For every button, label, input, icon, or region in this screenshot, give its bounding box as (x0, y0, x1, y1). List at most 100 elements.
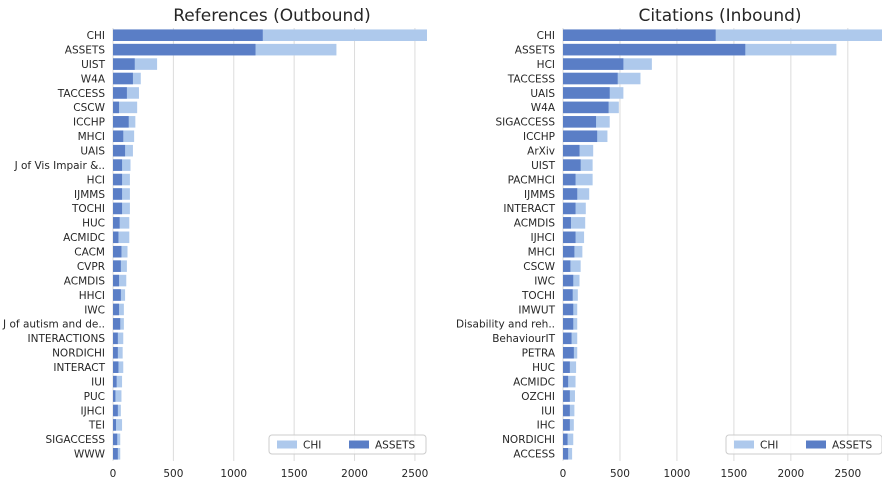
category-label: HUC (532, 362, 555, 374)
bar-assets (563, 72, 618, 85)
category-label: ACMDIS (64, 275, 106, 287)
bar-chi (113, 101, 138, 114)
category-label: CSCW (73, 102, 105, 114)
bar-chi (113, 29, 427, 41)
bar-assets (113, 303, 120, 316)
category-label: Disability and reh.. (456, 319, 555, 331)
category-label: NORDICHI (52, 348, 105, 360)
category-label: HHCI (79, 290, 105, 302)
category-label: WWW (74, 449, 106, 461)
bar-assets (563, 144, 580, 157)
bar-chi (113, 231, 130, 244)
bar-assets (563, 245, 575, 258)
category-label: MHCI (78, 131, 105, 143)
category-label: ACMDIS (514, 218, 556, 230)
bar-assets (563, 318, 574, 330)
bar-assets (563, 390, 570, 402)
bar-assets (563, 433, 568, 446)
category-label: UAIS (530, 88, 555, 100)
bar-chi (113, 274, 127, 287)
bar-assets (113, 101, 120, 114)
category-label: CHI (537, 30, 555, 42)
category-label: IHC (537, 420, 555, 432)
bar-assets (113, 144, 126, 157)
category-label: CACM (74, 247, 105, 259)
category-label: ICCHP (73, 117, 105, 129)
bar-assets (563, 58, 624, 70)
bar-assets (113, 448, 118, 460)
category-label: SIGACCESS (495, 117, 555, 129)
category-label: IWC (534, 275, 555, 287)
category-label: IUI (91, 376, 105, 388)
bar-assets (113, 29, 263, 41)
legend-swatch-assets (349, 440, 369, 449)
legend-swatch-chi (734, 440, 754, 449)
bar-assets (563, 173, 576, 186)
bar-assets (563, 43, 746, 56)
bar-chi (563, 433, 574, 446)
category-label: IJHCI (80, 405, 105, 417)
bar-chi (563, 29, 882, 41)
category-label: TACCESS (57, 88, 106, 100)
legend-box (268, 434, 427, 455)
bar-assets (113, 361, 119, 373)
bar-assets (113, 58, 135, 70)
bar-chi (563, 260, 581, 272)
category-label: ACCESS (513, 449, 555, 461)
tick-label: 0 (110, 468, 117, 480)
category-label: W4A (531, 102, 556, 114)
legend: CHI ASSETS (268, 434, 427, 455)
legend-swatch-chi (277, 440, 297, 449)
bar-assets (563, 346, 574, 359)
bar-chi (113, 390, 122, 402)
category-label: ASSETS (65, 44, 106, 56)
bar-chi (113, 58, 158, 70)
bar-assets (113, 87, 127, 99)
category-label: CVPR (77, 261, 105, 273)
bar-assets (563, 375, 569, 388)
bar-assets (113, 202, 123, 215)
category-label: J of Vis Impair &.. (14, 160, 105, 172)
bar-assets (113, 346, 118, 359)
bar-assets (563, 217, 571, 229)
bar-chi (113, 332, 124, 345)
legend-label-chi: CHI (760, 440, 778, 452)
bar-assets (113, 116, 129, 128)
bar-assets (113, 390, 116, 402)
bar-assets (563, 87, 610, 99)
category-label: ACMIDC (63, 232, 105, 244)
tick-label: 2500 (402, 468, 429, 480)
bar-assets (563, 289, 573, 301)
tick-label: 2000 (341, 468, 368, 480)
category-label: PACMHCI (508, 174, 555, 186)
tick-label: 500 (610, 468, 630, 480)
bar-assets (113, 274, 120, 287)
bar-assets (113, 404, 118, 417)
category-label: MHCI (528, 247, 555, 259)
bar-assets (113, 318, 121, 330)
chart-title: References (Outbound) (173, 6, 370, 26)
category-label: IWC (84, 304, 105, 316)
bar-assets (113, 173, 123, 186)
category-label: TACCESS (507, 73, 556, 85)
legend: CHI ASSETS (725, 434, 882, 455)
bar-chi (113, 130, 135, 143)
category-label: NORDICHI (502, 434, 555, 446)
bar-assets (563, 116, 597, 128)
bar-assets (563, 231, 576, 244)
category-label: CHI (87, 30, 105, 42)
chart-title: Citations (Inbound) (638, 6, 801, 26)
bar-chi (563, 217, 586, 229)
bar-assets (563, 188, 578, 200)
bar-assets (113, 375, 117, 388)
category-label: CSCW (523, 261, 555, 273)
bar-assets (563, 419, 570, 431)
bar-assets (113, 217, 120, 229)
tick-label: 1000 (664, 468, 691, 480)
bar-chi (113, 375, 123, 388)
category-label: UIST (531, 160, 555, 172)
category-label: IJHCI (530, 232, 555, 244)
category-label: UIST (81, 59, 105, 71)
bar-assets (563, 101, 609, 114)
